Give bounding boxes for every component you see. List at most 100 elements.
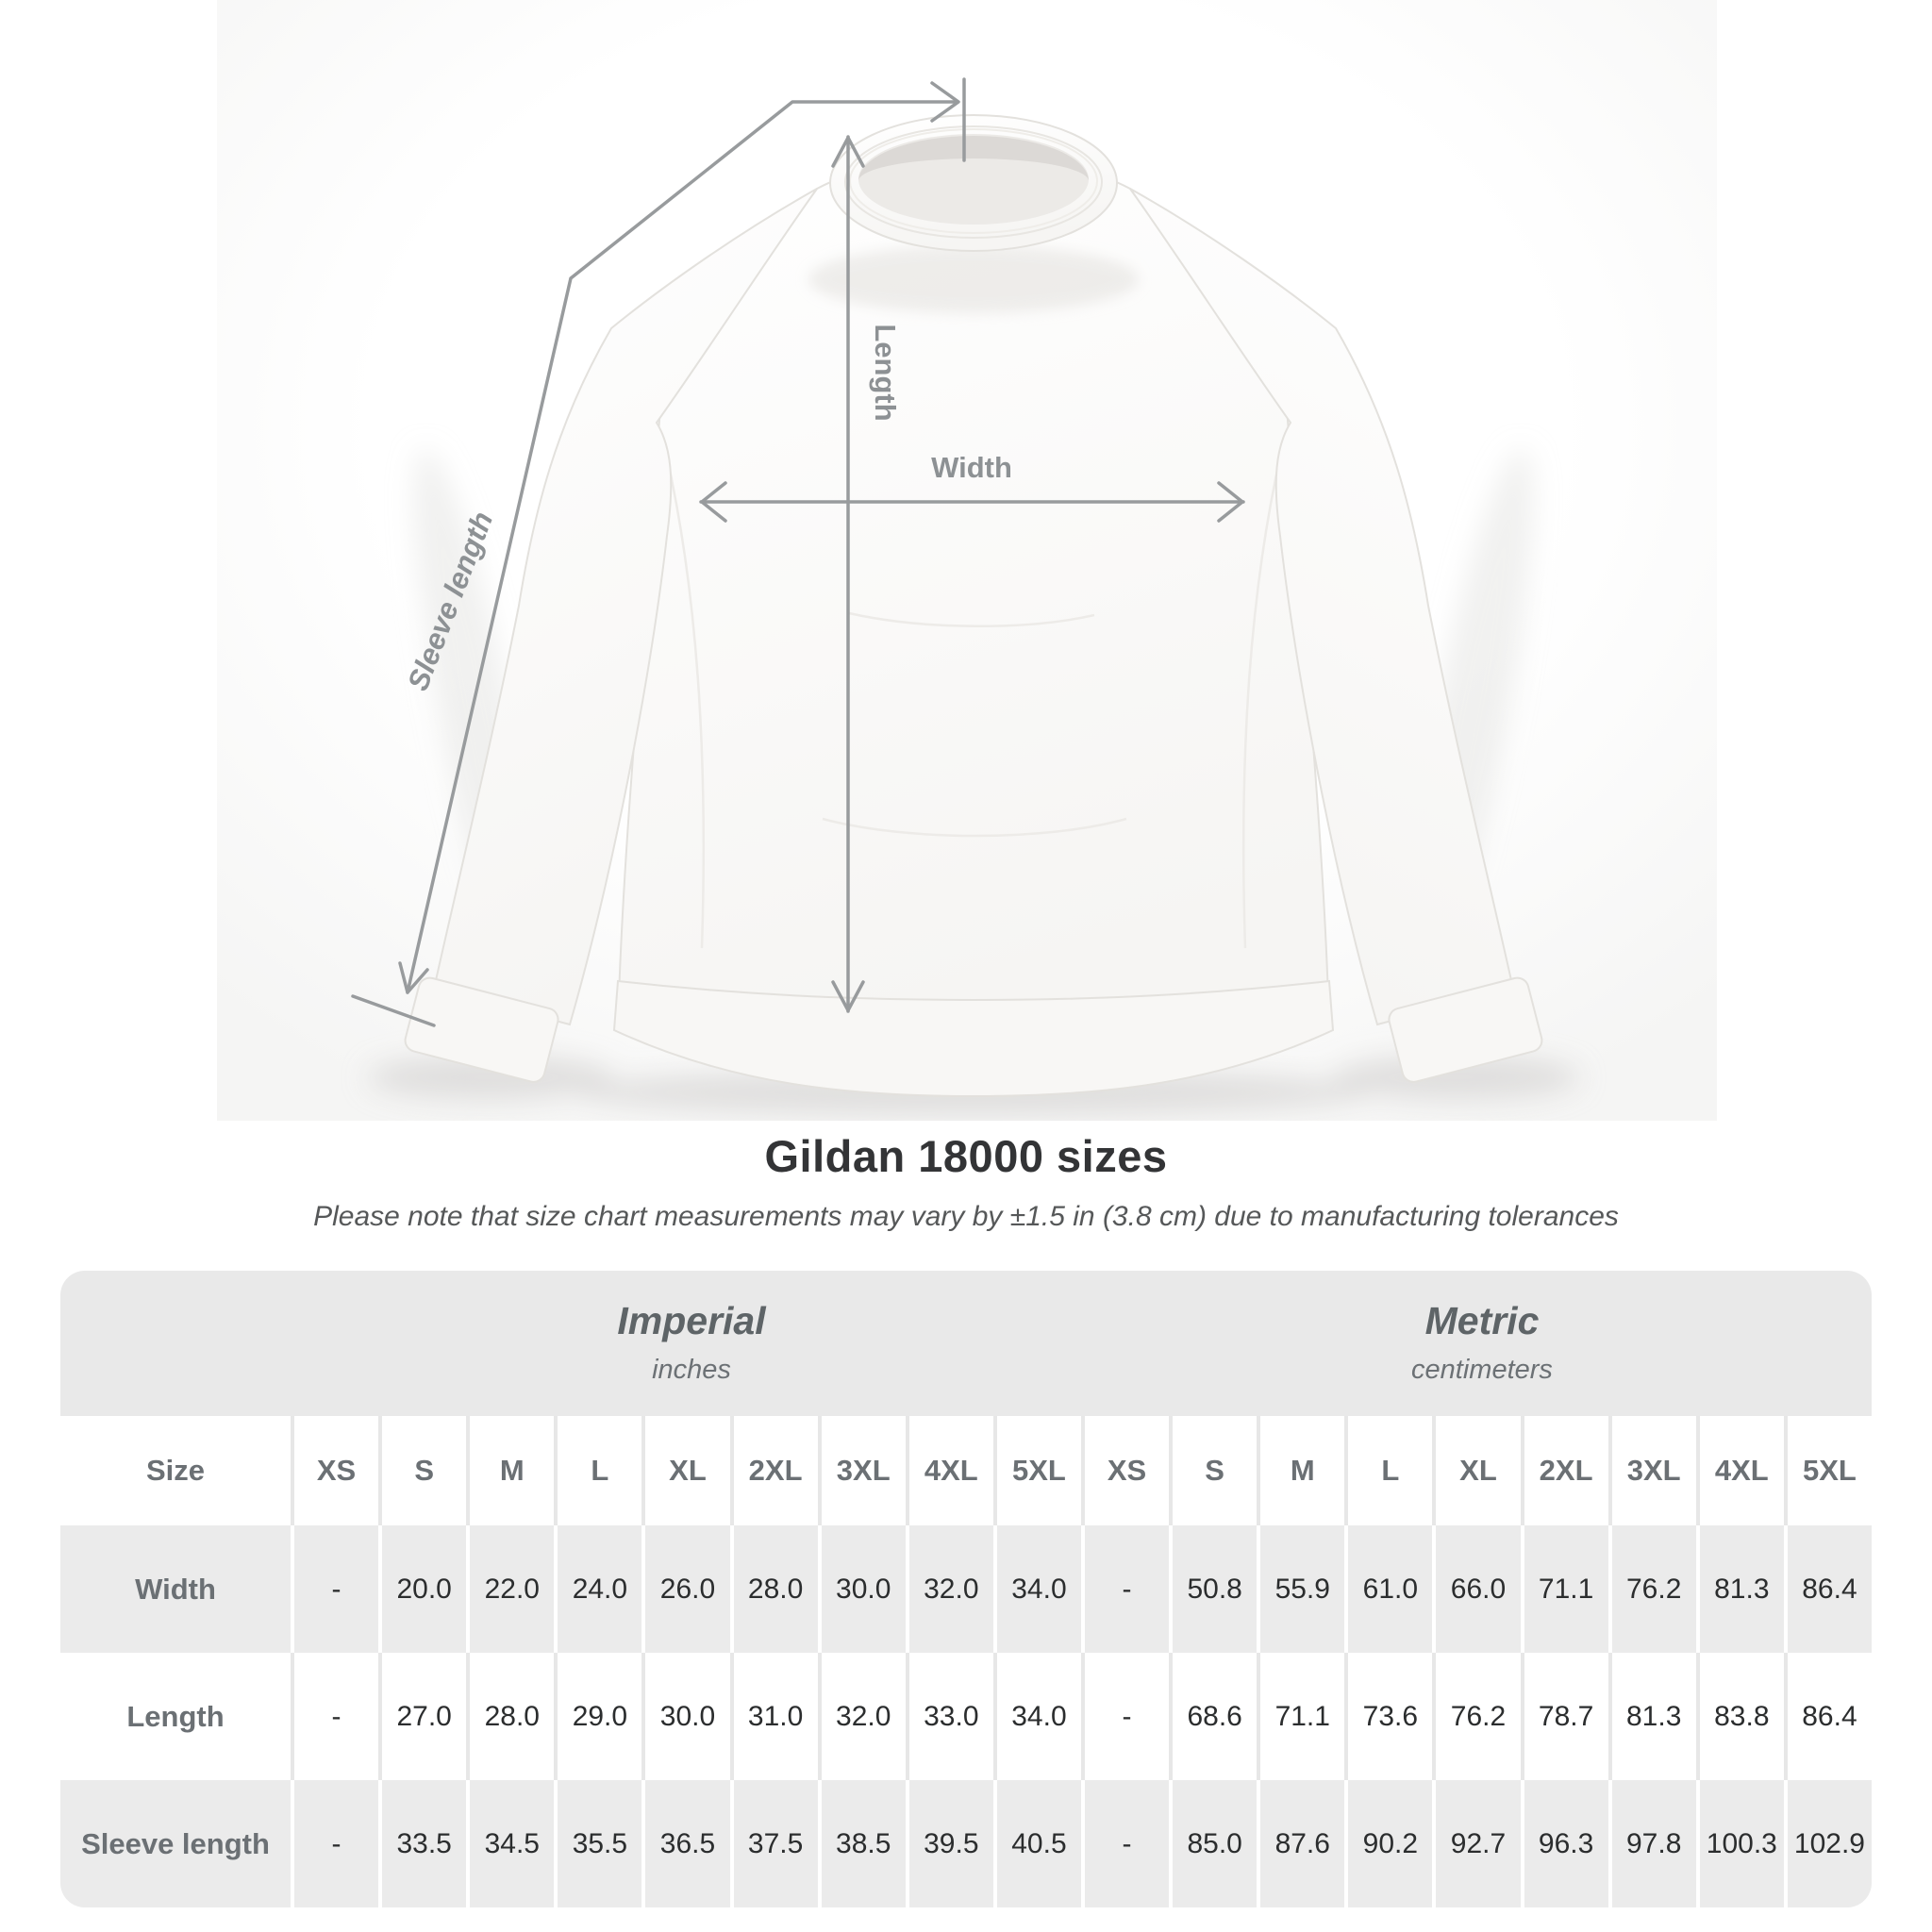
value-cell: 33.0 [908, 1653, 993, 1780]
table-row-width: Width - 20.0 22.0 24.0 26.0 28.0 30.0 32… [60, 1525, 1872, 1653]
value-cell: 96.3 [1524, 1780, 1608, 1907]
size-header-cell: 5XL [996, 1416, 1081, 1525]
value-cell: 78.7 [1524, 1653, 1608, 1780]
arrowhead-up-icon [831, 136, 865, 168]
value-cell: - [294, 1525, 379, 1653]
value-cell: 90.2 [1348, 1780, 1433, 1907]
imperial-unit: inches [652, 1355, 731, 1385]
imperial-label: Imperial [617, 1299, 766, 1342]
metric-group-header: Metric centimeters [1089, 1299, 1875, 1386]
hem-band [612, 979, 1335, 1098]
table-row-sleeve-length: Sleeve length - 33.5 34.5 35.5 36.5 37.5… [60, 1780, 1872, 1907]
row-label: Width [60, 1525, 291, 1653]
value-cell: 102.9 [1787, 1780, 1872, 1907]
size-table: Imperial inches Metric centimeters Size … [57, 1271, 1875, 1907]
metric-unit: centimeters [1411, 1355, 1553, 1385]
value-cell: 76.2 [1436, 1653, 1521, 1780]
table-row-length: Length - 27.0 28.0 29.0 30.0 31.0 32.0 3… [60, 1653, 1872, 1780]
size-header-cell: M [470, 1416, 555, 1525]
size-header-row: Size XS S M L XL 2XL 3XL 4XL 5XL XS S M … [60, 1416, 1872, 1525]
value-cell: 40.5 [996, 1780, 1081, 1907]
value-cell: 71.1 [1260, 1653, 1345, 1780]
width-label: Width [931, 451, 1012, 484]
imperial-group-header: Imperial inches [298, 1299, 1085, 1386]
size-header-cell: XL [645, 1416, 730, 1525]
value-cell: - [294, 1780, 379, 1907]
value-cell: 100.3 [1699, 1780, 1784, 1907]
value-cell: - [1084, 1525, 1170, 1653]
metric-label: Metric [1424, 1299, 1540, 1342]
unit-banner-row: Imperial inches Metric centimeters [60, 1271, 1872, 1416]
size-header-cell: 3XL [1611, 1416, 1696, 1525]
size-header-cell: 4XL [908, 1416, 993, 1525]
length-arrow [831, 135, 865, 1013]
size-header-cell: XL [1436, 1416, 1521, 1525]
value-cell: 97.8 [1611, 1780, 1696, 1907]
value-cell: 39.5 [908, 1780, 993, 1907]
collar-inner-shadow [858, 136, 1089, 181]
length-label: Length [869, 324, 902, 421]
row-label: Sleeve length [60, 1780, 291, 1907]
right-sleeve-group [1129, 188, 1543, 1083]
size-header-cell: 2XL [733, 1416, 818, 1525]
arrowhead-right-icon [1217, 481, 1244, 523]
value-cell: 87.6 [1260, 1780, 1345, 1907]
width-arrow [699, 481, 1245, 523]
size-header-cell: S [1173, 1416, 1257, 1525]
value-cell: 26.0 [645, 1525, 730, 1653]
value-cell: 92.7 [1436, 1780, 1521, 1907]
row-label: Length [60, 1653, 291, 1780]
value-cell: - [1084, 1780, 1170, 1907]
value-cell: 68.6 [1173, 1653, 1257, 1780]
sweatshirt-illustration [404, 114, 1543, 1098]
value-cell: 22.0 [470, 1525, 555, 1653]
value-cell: - [1084, 1653, 1170, 1780]
arrowhead-left-icon [700, 481, 727, 523]
cuff-tick [351, 994, 436, 1027]
measurement-annotations [351, 77, 1245, 1027]
value-cell: 81.3 [1611, 1653, 1696, 1780]
value-cell: 34.5 [470, 1780, 555, 1907]
value-cell: 86.4 [1787, 1525, 1872, 1653]
fabric-creases [664, 452, 1283, 949]
value-cell: 81.3 [1699, 1525, 1784, 1653]
arrowhead-down-icon [398, 961, 429, 994]
left-cuff [404, 976, 559, 1083]
size-header-cell: S [382, 1416, 467, 1525]
collar [829, 114, 1118, 252]
value-cell: 30.0 [821, 1525, 906, 1653]
value-cell: 34.0 [996, 1653, 1081, 1780]
value-cell: 50.8 [1173, 1525, 1257, 1653]
size-column-header: Size [60, 1416, 291, 1525]
size-header-cell: L [558, 1416, 642, 1525]
value-cell: 71.1 [1524, 1525, 1608, 1653]
value-cell: 35.5 [558, 1780, 642, 1907]
value-cell: 55.9 [1260, 1525, 1345, 1653]
value-cell: 36.5 [645, 1780, 730, 1907]
value-cell: 76.2 [1611, 1525, 1696, 1653]
page-title: Gildan 18000 sizes [764, 1131, 1168, 1181]
value-cell: 66.0 [1436, 1525, 1521, 1653]
collar-chest-shadow [808, 245, 1139, 313]
value-cell: 33.5 [382, 1780, 467, 1907]
unit-banner: Imperial inches Metric centimeters [60, 1271, 1872, 1416]
value-cell: 32.0 [821, 1653, 906, 1780]
value-cell: 38.5 [821, 1780, 906, 1907]
size-header-cell: 5XL [1787, 1416, 1872, 1525]
value-cell: 37.5 [733, 1780, 818, 1907]
value-cell: 27.0 [382, 1653, 467, 1780]
sleeve-length-arrow [351, 77, 966, 1027]
value-cell: 29.0 [558, 1653, 642, 1780]
value-cell: 61.0 [1348, 1525, 1433, 1653]
size-header-cell: 3XL [821, 1416, 906, 1525]
size-header-cell: L [1348, 1416, 1433, 1525]
sweatshirt-measurement-diagram: Width Length Sleeve length [217, 0, 1717, 1121]
size-header-cell: XS [1084, 1416, 1170, 1525]
value-cell: 83.8 [1699, 1653, 1784, 1780]
tolerance-note: Please note that size chart measurements… [313, 1201, 1619, 1232]
size-header-cell: 2XL [1524, 1416, 1608, 1525]
arrowhead-right-icon [930, 81, 960, 123]
value-cell: 73.6 [1348, 1653, 1433, 1780]
value-cell: 20.0 [382, 1525, 467, 1653]
